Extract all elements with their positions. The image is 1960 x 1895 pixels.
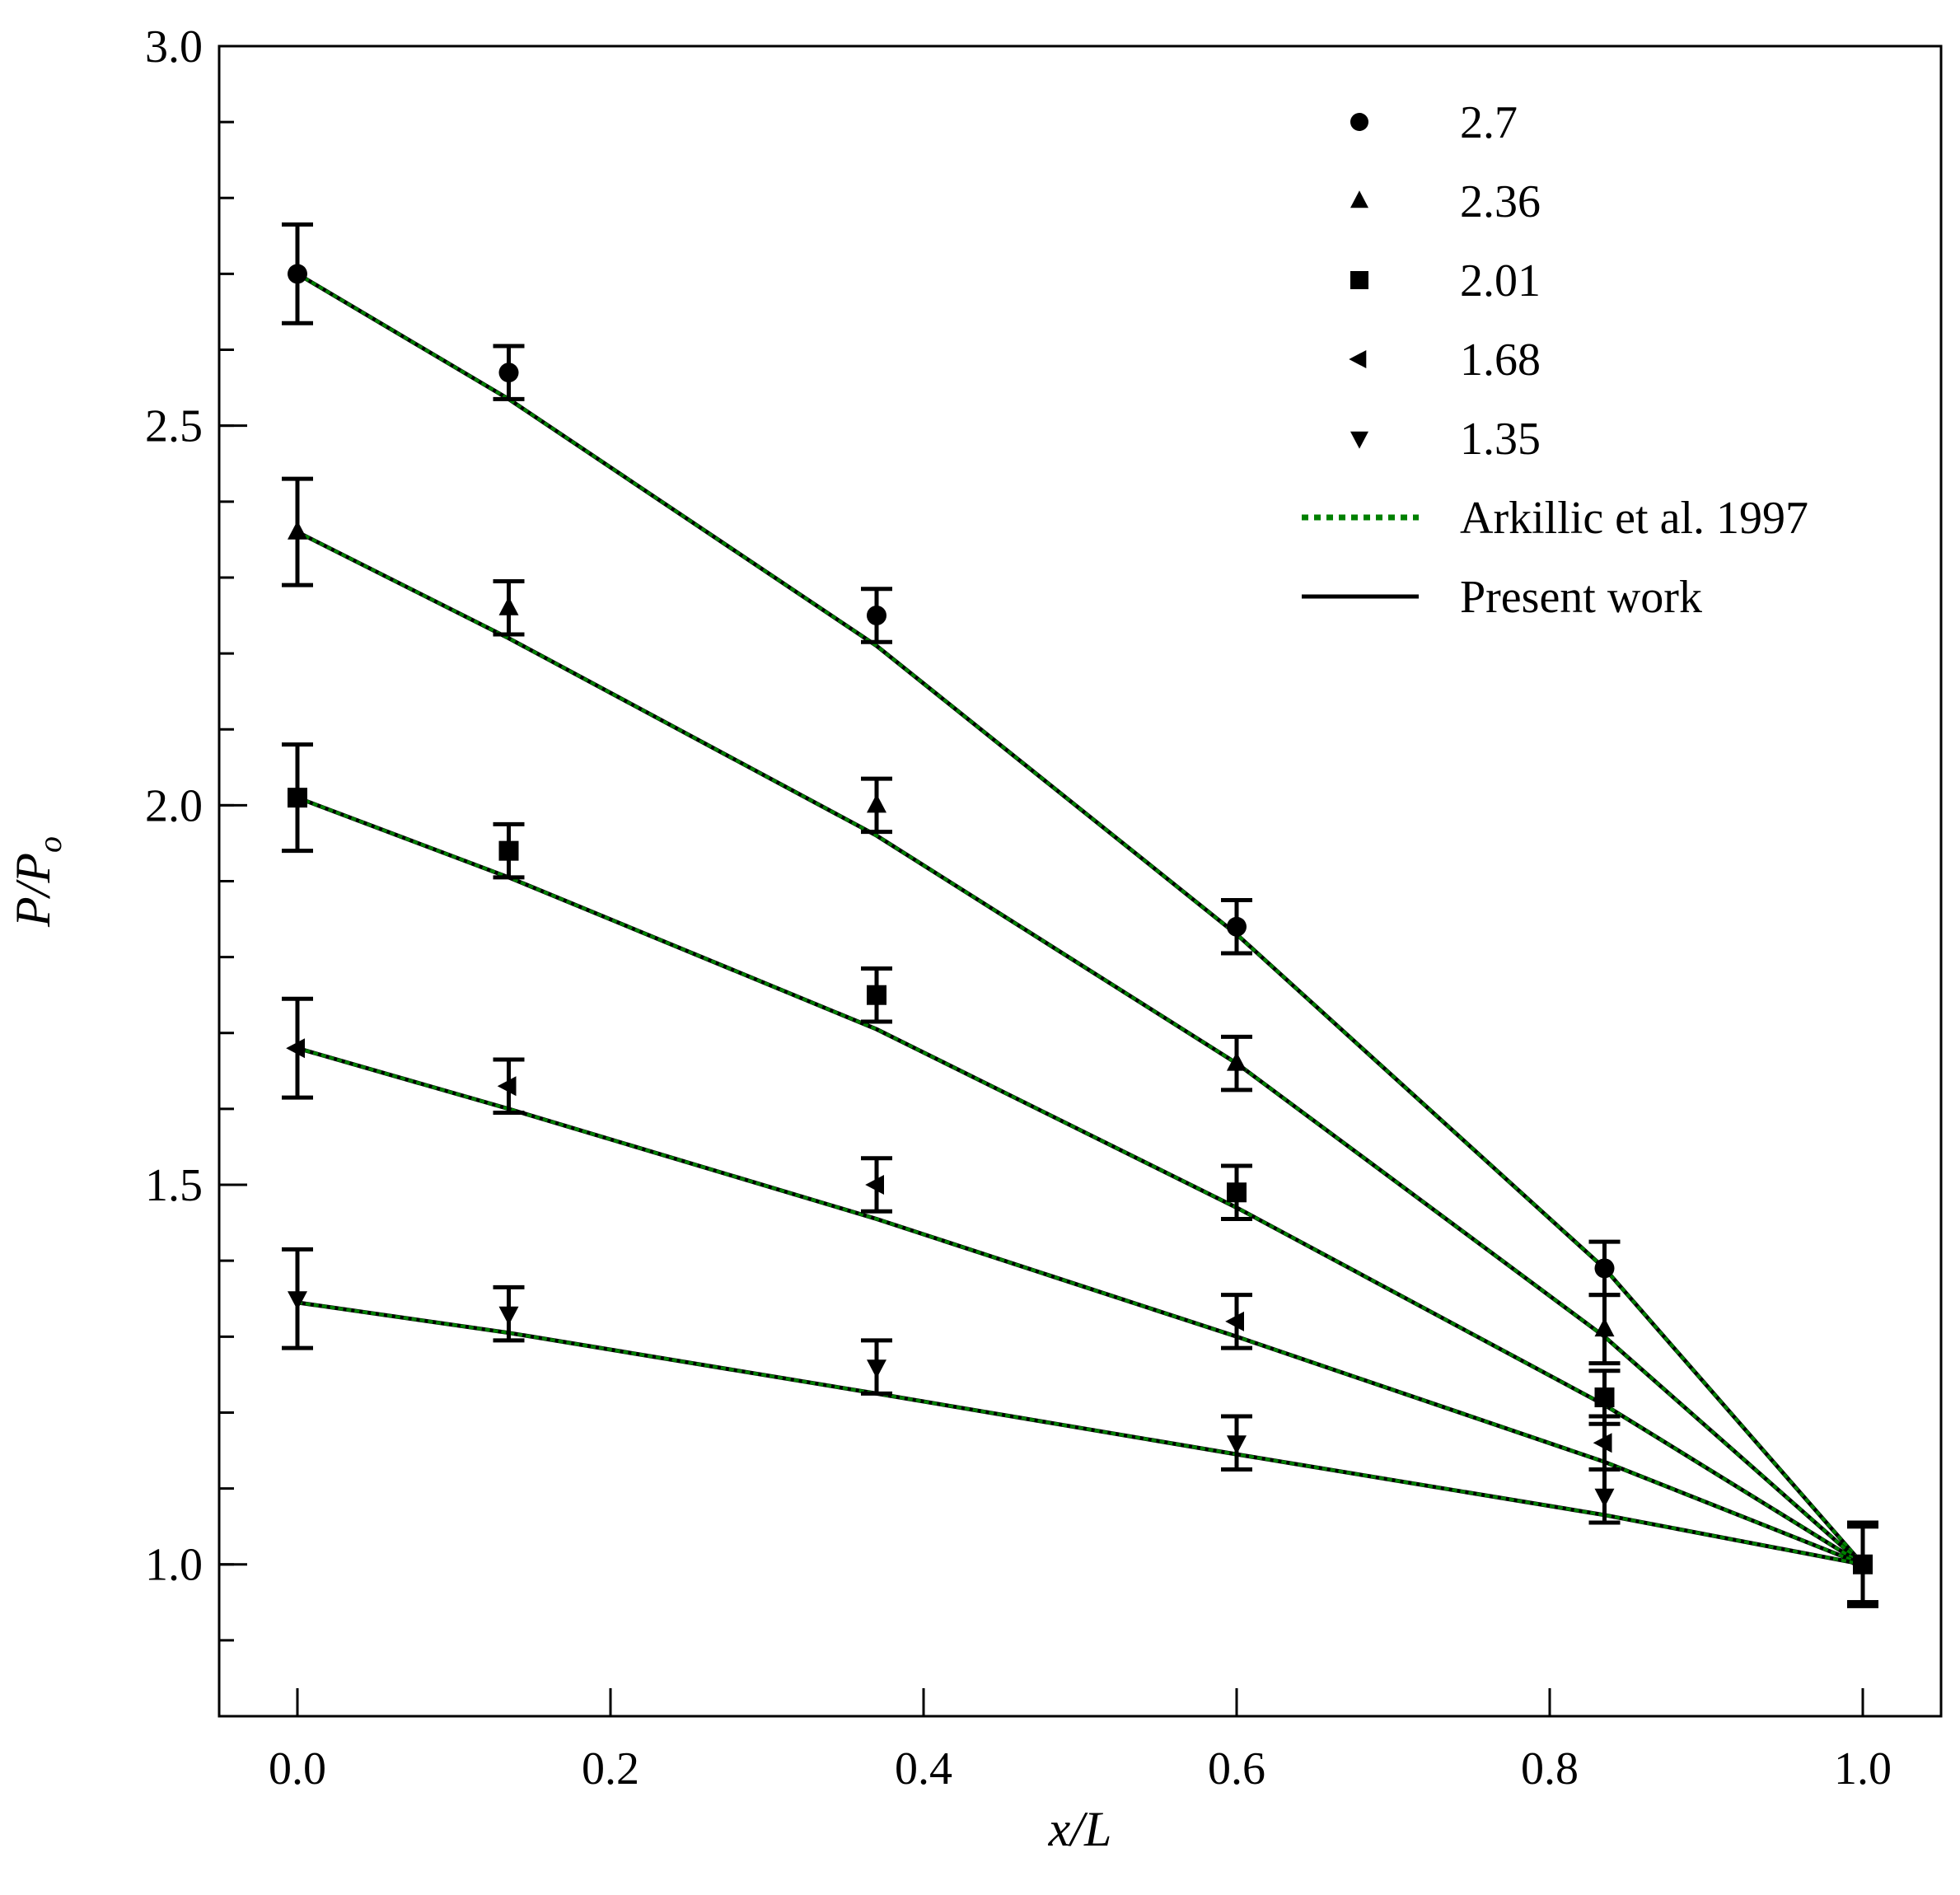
marker-1-68 <box>1225 1311 1244 1331</box>
marker-1-35 <box>1227 1435 1247 1455</box>
marker-2-36 <box>867 793 886 813</box>
arkillic-line-1-68 <box>297 1046 1864 1566</box>
legend-label: 2.7 <box>1460 97 1518 148</box>
y-tick-label: 2.0 <box>145 780 203 831</box>
marker-2-7 <box>288 264 307 284</box>
legend-label: Present work <box>1460 572 1702 623</box>
arkillic-line-1-35 <box>297 1300 1864 1566</box>
x-axis-label: x/L <box>1048 1802 1112 1856</box>
marker-2-7 <box>867 606 886 626</box>
arkillic-line-2-7 <box>296 272 1864 1566</box>
arkillic-line-2-01 <box>297 796 1864 1566</box>
error-bars <box>282 222 1878 1608</box>
y-axis-label: P/Po <box>6 836 68 928</box>
marker-2-01 <box>1594 1387 1615 1408</box>
marker-1-35 <box>498 1306 519 1326</box>
y-tick-labels: 1.0 1.5 2.0 2.5 3.0 <box>145 21 203 1591</box>
x-tick-label: 0.0 <box>269 1743 326 1794</box>
y-tick-label: 1.5 <box>145 1160 203 1211</box>
marker-1-68 <box>1593 1433 1612 1453</box>
marker-1-35 <box>288 1291 307 1310</box>
y-tick-label: 1.0 <box>145 1540 203 1591</box>
data-markers <box>286 264 1873 1576</box>
marker-2-01 <box>498 840 519 861</box>
model-curves <box>296 272 1864 1567</box>
marker-2-01 <box>867 985 886 1005</box>
arkillic-line-2-36 <box>297 530 1864 1566</box>
marker-2-36 <box>288 520 307 540</box>
legend: 2.7 2.36 2.01 1.68 1.35 Arkillic et al. 1997 P… <box>1302 97 1808 623</box>
marker-2-7 <box>1594 1258 1615 1279</box>
legend-marker-2-7 <box>1350 113 1368 131</box>
marker-2-7 <box>498 363 519 383</box>
marker-1-68 <box>497 1076 517 1097</box>
marker-1-35 <box>867 1359 886 1378</box>
x-tick-label: 0.4 <box>895 1743 952 1794</box>
legend-marker-2-36 <box>1350 190 1368 208</box>
legend-label: 1.35 <box>1460 414 1541 465</box>
legend-label: 2.36 <box>1460 176 1541 227</box>
legend-label: Arkillic et al. 1997 <box>1460 493 1808 544</box>
x-tick-label: 0.8 <box>1521 1743 1579 1794</box>
legend-label: 1.68 <box>1460 335 1541 386</box>
legend-marker-2-01 <box>1350 271 1368 289</box>
legend-marker-1-35 <box>1350 431 1368 449</box>
x-tick-label: 0.6 <box>1208 1743 1265 1794</box>
marker-1-68 <box>286 1038 305 1059</box>
plot-frame <box>218 44 1943 1718</box>
x-tick-label: 0.2 <box>582 1743 639 1794</box>
x-tick-label: 1.0 <box>1834 1743 1892 1794</box>
marker-2-36 <box>1594 1317 1615 1337</box>
x-tick-labels: 0.0 0.2 0.4 0.6 0.8 1.0 <box>269 1743 1892 1794</box>
legend-marker-1-68 <box>1349 350 1367 368</box>
legend-label: 2.01 <box>1460 255 1541 306</box>
marker-2-36 <box>498 597 519 615</box>
marker-2-36 <box>1227 1051 1247 1071</box>
y-tick-label: 3.0 <box>145 21 203 73</box>
marker-1-35 <box>1853 1556 1873 1576</box>
marker-1-35 <box>1594 1488 1615 1508</box>
major-ticks <box>219 44 1864 1716</box>
marker-2-01 <box>288 788 307 808</box>
marker-1-68 <box>865 1175 884 1195</box>
marker-2-7 <box>1227 916 1247 937</box>
marker-2-01 <box>1227 1182 1247 1203</box>
y-tick-label: 2.5 <box>145 401 203 452</box>
